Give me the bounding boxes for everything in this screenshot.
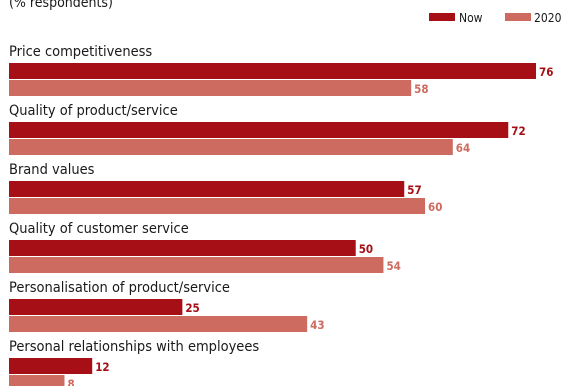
bar-now-personalisation-of-product-service [9,299,183,315]
legend-swatch-now [429,13,455,21]
category-label-personal-relationships-with-employees: Personal relationships with employees [9,339,259,355]
value-label-2020-personalisation-of-product-service: 43 [310,318,324,332]
value-label-now-price-competitiveness: 76 [539,65,553,79]
bar-now-price-competitiveness [9,63,536,79]
value-label-2020-brand-values: 60 [428,200,442,214]
value-label-now-personal-relationships-with-employees: 12 [95,360,109,374]
value-label-2020-quality-of-product-service: 64 [456,141,470,155]
bar-now-brand-values [9,181,405,197]
value-label-now-quality-of-product-service: 72 [511,124,525,138]
bar-now-quality-of-customer-service [9,240,356,256]
bar-2020-brand-values [9,198,426,214]
bar-2020-personal-relationships-with-employees [9,375,65,386]
value-label-now-personalisation-of-product-service: 25 [185,301,199,315]
bar-2020-quality-of-customer-service [9,257,384,273]
category-label-personalisation-of-product-service: Personalisation of product/service [9,280,230,296]
category-label-price-competitiveness: Price competitiveness [9,44,152,60]
value-label-now-brand-values: 57 [407,183,421,197]
bar-2020-quality-of-product-service [9,139,453,155]
legend-label-now: Now [459,11,483,25]
bar-now-quality-of-product-service [9,122,509,138]
value-label-now-quality-of-customer-service: 50 [359,242,373,256]
value-label-2020-personal-relationships-with-employees: 8 [67,377,74,386]
legend-swatch-2020 [505,13,531,21]
category-label-brand-values: Brand values [9,162,95,178]
value-label-2020-quality-of-customer-service: 54 [386,259,400,273]
plot-area: Price competitiveness 76 58 Quality of prod… [9,44,553,386]
unit-label: (% respondents) [9,0,113,11]
bar-2020-price-competitiveness [9,80,412,96]
bar-now-personal-relationships-with-employees [9,358,93,374]
legend: Now 2020 [429,11,562,25]
value-label-2020-price-competitiveness: 58 [414,82,428,96]
legend-label-2020: 2020 [534,11,562,25]
bar-2020-personalisation-of-product-service [9,316,308,332]
category-label-quality-of-customer-service: Quality of customer service [9,221,189,237]
category-label-quality-of-product-service: Quality of product/service [9,103,178,119]
